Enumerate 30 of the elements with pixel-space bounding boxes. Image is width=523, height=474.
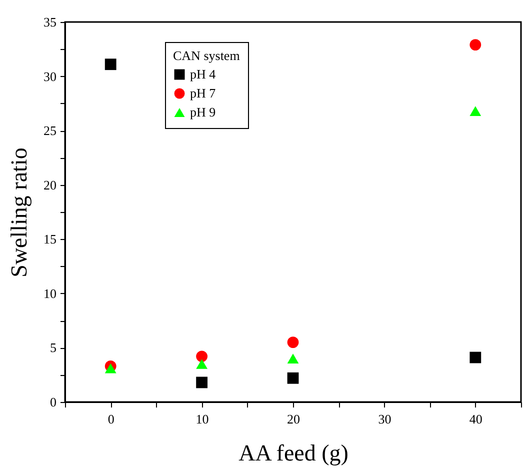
legend-label: pH 7 [190, 86, 216, 100]
point [196, 350, 208, 362]
y-axis-title: Swelling ratio [6, 148, 32, 278]
point [470, 352, 482, 364]
legend-title: CAN system [173, 48, 240, 63]
y-tick-label: 30 [44, 68, 56, 84]
y-tick-label: 0 [50, 394, 56, 410]
y-tick-label: 5 [50, 340, 56, 356]
point [104, 58, 116, 70]
x-axis-title: AA feed (g) [238, 440, 348, 466]
point [196, 359, 208, 369]
point [470, 106, 482, 116]
y-tick-label: 10 [44, 286, 56, 301]
x-tick-label: 30 [378, 412, 392, 426]
x-tick-label: 10 [196, 412, 209, 426]
point [104, 363, 116, 374]
x-tick-label: 0 [108, 412, 114, 426]
y-tick-label: 25 [44, 123, 56, 138]
point [287, 354, 299, 364]
point [287, 336, 299, 348]
y-tick-label: 15 [44, 232, 56, 247]
x-tick-label: 20 [287, 412, 300, 426]
y-tick-label: 35 [44, 14, 56, 30]
x-tick-label: 40 [469, 412, 482, 426]
point [287, 372, 299, 384]
y-tick-label: 20 [44, 177, 56, 192]
point [196, 376, 208, 388]
point [470, 39, 482, 50]
legend-label: pH 4 [190, 66, 216, 82]
legend-label: pH 9 [190, 104, 216, 120]
